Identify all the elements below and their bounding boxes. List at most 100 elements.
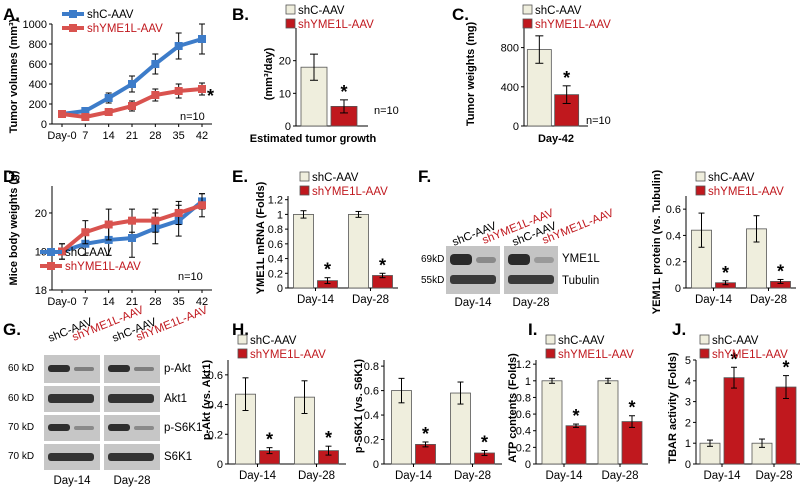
panel-letter-b: B.: [232, 5, 249, 24]
chart-f-star-0: *: [722, 263, 729, 283]
chart-h1-legend-swatch-1: [237, 348, 248, 359]
chart-a-ytick-label-4: 800: [29, 39, 47, 51]
chart-j-bar-0-1: [723, 377, 745, 465]
chart-f-legend-swatch-0: [695, 171, 706, 182]
chart-a-s1-point-3: [128, 102, 136, 110]
chart-a-legend-marker-0: [69, 10, 77, 18]
f-marker-55: 55kD: [421, 275, 444, 286]
g-band-ps6k1-2: [74, 426, 94, 430]
chart-c-ytick-label-2: 800: [501, 43, 519, 55]
chart-h1-ytick-label-3: 0.6: [208, 370, 223, 382]
chart-a-legend-label-1: shYME1L-AAV: [87, 23, 163, 35]
chart-a-s0-point-5: [174, 42, 183, 50]
chart-d-s1-point-1: [81, 228, 90, 237]
chart-h2-xtick-label-0: Day-14: [395, 470, 433, 482]
chart-a-legend-marker-1: [69, 24, 77, 32]
b-ylabel: (mm³/day): [263, 47, 275, 100]
chart-j-legend-label-0: shC-AAV: [712, 335, 759, 347]
chart-c-star-1: *: [563, 68, 570, 88]
chart-a-s1-point-5: [174, 87, 183, 95]
chart-c-ytick-label-1: 400: [501, 82, 519, 94]
b-n-label: n=10: [374, 105, 399, 117]
chart-j-ytick-label-1: 1: [685, 438, 691, 450]
chart-d-s1-point-6: [198, 201, 206, 210]
chart-a-ytick-label-2: 400: [29, 79, 47, 91]
chart-i-legend-label-1: shYME1L-AAV: [558, 349, 634, 361]
g-band-label-s6k1: S6K1: [164, 451, 192, 463]
g-band-ps6k1-1: [48, 424, 70, 431]
chart-i-legend-swatch-0: [545, 334, 556, 345]
chart-b-ytick-label-0: 0: [285, 121, 291, 133]
chart-b-legend-label-1: shYME1L-AAV: [298, 19, 374, 31]
chart-j-xtick-label-0: Day-14: [703, 470, 741, 482]
g-day-14: Day-14: [53, 475, 91, 487]
chart-d-legend-marker-0: [47, 248, 55, 256]
a-significance-star: *: [207, 86, 214, 106]
chart-c-legend-swatch-1: [522, 18, 533, 29]
panel-letter-g: G.: [3, 320, 21, 339]
f-band-tubulin-left: [450, 275, 496, 284]
chart-i-bar-1-1: [621, 421, 643, 465]
chart-e-ytick-label-3: 0.6: [268, 239, 283, 251]
g-marker-3: 70 kD: [8, 422, 34, 433]
chart-a-ytick-label-1: 200: [29, 99, 47, 111]
chart-a-s1-point-0: [58, 110, 66, 118]
g-band-pakt-4: [134, 367, 154, 371]
chart-i-ytick-label-2: 0.4: [516, 426, 531, 438]
chart-a-s0-point-6: [198, 35, 206, 43]
f-ylabel: YEM1L protein (vs. Tubulin): [651, 169, 663, 314]
chart-e-bar-1-0: [348, 213, 369, 289]
chart-d-s1-point-3: [128, 216, 136, 225]
g-band-label-akt1: Akt1: [164, 393, 187, 405]
chart-b-legend-label-0: shC-AAV: [298, 5, 345, 17]
chart-e-star-1: *: [379, 255, 386, 275]
chart-e-legend-swatch-1: [299, 185, 310, 196]
chart-a-ytick-label-0: 0: [41, 119, 47, 131]
chart-i-bar-0-1: [565, 425, 587, 465]
chart-d-legend-label-1: shYME1L-AAV: [65, 261, 141, 273]
g-day-28: Day-28: [113, 475, 150, 487]
chart-h1-legend-swatch-0: [237, 334, 248, 345]
panel-letter-c: C.: [452, 5, 469, 24]
j-ylabel: TBAR activity (Folds): [667, 352, 679, 464]
g-band-akt1-right: [108, 394, 154, 403]
chart-j-star-0: *: [730, 349, 737, 369]
chart-i-ytick-label-6: 1.2: [516, 359, 531, 371]
chart-i-star-0: *: [572, 406, 579, 426]
chart-a-xtick-label-3: 21: [126, 130, 138, 142]
chart-h1-ytick-label-2: 0.4: [208, 400, 223, 412]
g-band-ps6k1-4: [134, 426, 154, 430]
chart-i-bar-0-0: [541, 380, 563, 465]
chart-b-legend-swatch-1: [285, 18, 296, 29]
c-xlabel: Day-42: [538, 133, 574, 145]
chart-a-s0-point-2: [104, 94, 113, 102]
chart-j-legend-swatch-0: [699, 334, 710, 345]
panel-letter-h: H.: [232, 320, 249, 339]
chart-d-xtick-label-5: 35: [173, 296, 185, 308]
chart-f-xtick-label-0: Day-14: [695, 294, 733, 306]
chart-j-ytick-label-0: 0: [685, 459, 691, 471]
chart-a-ytick-label-5: 1000: [23, 19, 47, 31]
chart-i-star-1: *: [628, 398, 635, 418]
chart-h1-legend-label-0: shC-AAV: [250, 335, 297, 347]
chart-d-xtick-label-6: 42: [196, 296, 208, 308]
chart-d-ytick-label-0: 18: [35, 285, 47, 297]
chart-f-ytick-label-0: 0: [675, 283, 681, 295]
chart-c-ytick-label-0: 0: [513, 121, 519, 133]
chart-j-star-1: *: [782, 358, 789, 378]
chart-a-xtick-label-0: Day-0: [47, 130, 76, 142]
g-marker-4: 70 kD: [8, 451, 34, 462]
chart-i-ytick-label-1: 0.2: [516, 442, 531, 454]
chart-j-legend-label-1: shYME1L-AAV: [712, 349, 788, 361]
chart-e-ytick-label-5: 1: [277, 209, 283, 221]
chart-d-ytick-label-2: 20: [35, 208, 47, 220]
chart-a-s1-point-6: [198, 85, 206, 93]
chart-d-xtick-label-2: 14: [103, 296, 115, 308]
chart-a-s0-point-3: [128, 80, 136, 88]
chart-c-legend-label-0: shC-AAV: [535, 5, 582, 17]
g-band-label-pakt: p-Akt: [164, 363, 192, 375]
chart-d-s1-point-2: [104, 220, 113, 229]
f-band-yme1l-3: [508, 254, 530, 265]
g-band-label-ps6k1: p-S6K1: [164, 422, 202, 434]
